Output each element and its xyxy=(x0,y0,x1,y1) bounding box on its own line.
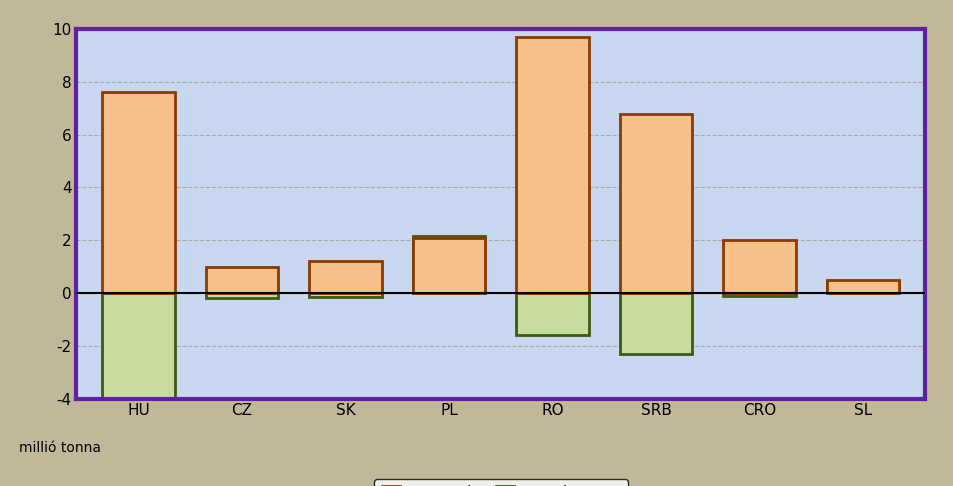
Bar xyxy=(826,280,899,293)
Bar xyxy=(102,92,174,293)
Bar xyxy=(826,281,899,293)
Bar xyxy=(413,238,485,293)
Bar xyxy=(516,37,588,293)
Text: millió tonna: millió tonna xyxy=(19,441,101,455)
Bar xyxy=(206,293,278,298)
Bar xyxy=(413,236,485,293)
Bar xyxy=(309,293,381,297)
Bar xyxy=(722,293,795,295)
Bar xyxy=(722,240,795,293)
Bar xyxy=(206,267,278,293)
Bar xyxy=(309,261,381,293)
Bar xyxy=(619,293,692,354)
Bar xyxy=(516,293,588,335)
Bar xyxy=(102,293,174,401)
Legend: Termelés, Nettó külker: Termelés, Nettó külker xyxy=(374,479,627,486)
Bar xyxy=(619,114,692,293)
